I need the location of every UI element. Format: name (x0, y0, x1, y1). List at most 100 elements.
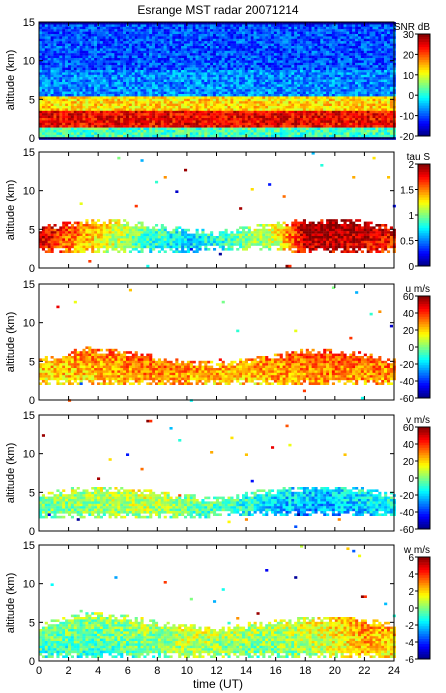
field-cell (163, 96, 167, 99)
field-cell (146, 26, 150, 30)
field-cell (41, 127, 45, 131)
field-cell (97, 48, 101, 51)
field-cell (155, 26, 159, 30)
field-cell (65, 132, 69, 135)
field-cell (73, 120, 77, 123)
field-cell (273, 130, 277, 133)
field-cell (155, 62, 159, 66)
field-cell (244, 29, 248, 32)
field-cell (326, 74, 330, 78)
field-cell (326, 94, 330, 97)
field-cell (152, 82, 156, 85)
field-cell (117, 67, 121, 71)
field-cell (210, 101, 214, 104)
field-cell (326, 72, 330, 75)
field-cell (85, 115, 89, 119)
field-cell (276, 122, 280, 126)
field-cell (126, 74, 130, 78)
field-cell (105, 74, 109, 78)
field-cell (88, 86, 92, 90)
field-cell (221, 86, 225, 90)
field-cell (329, 48, 333, 51)
field-cell (128, 65, 132, 68)
field-cell (305, 74, 309, 78)
field-cell (134, 82, 138, 85)
field-cell (253, 122, 257, 126)
field-cell (88, 84, 92, 87)
field-cell (192, 120, 196, 123)
field-cell (297, 125, 301, 128)
field-cell (181, 96, 185, 99)
field-cell (195, 62, 199, 66)
field-cell (152, 127, 156, 131)
field-cell (114, 74, 118, 78)
field-cell (111, 60, 115, 63)
field-cell (305, 86, 309, 90)
field-cell (329, 89, 333, 92)
field-cell (157, 74, 161, 78)
field-cell (166, 48, 170, 51)
field-cell (111, 103, 115, 107)
field-cell (73, 108, 77, 111)
field-cell (221, 82, 225, 85)
field-cell (320, 106, 324, 109)
field-cell (230, 60, 234, 63)
field-cell (233, 130, 237, 133)
field-cell (131, 77, 135, 80)
field-cell (323, 26, 327, 30)
field-cell (314, 94, 318, 97)
field-cell (239, 96, 243, 99)
field-cell (70, 115, 74, 119)
field-cell (224, 91, 228, 95)
field-cell (271, 43, 275, 47)
field-cell (273, 31, 277, 35)
field-cell (213, 58, 217, 61)
field-cell (79, 70, 83, 73)
field-cell (88, 103, 92, 107)
field-cell (172, 62, 176, 66)
field-cell (210, 122, 214, 126)
field-cell (221, 77, 225, 80)
field-cell (56, 84, 60, 87)
field-cell (155, 50, 159, 54)
field-cell (50, 115, 54, 119)
field-cell (189, 134, 193, 138)
field-cell (317, 79, 321, 83)
field-cell (160, 24, 164, 27)
field-cell (186, 43, 190, 47)
field-cell (276, 113, 280, 116)
field-cell (68, 98, 72, 102)
field-cell (65, 122, 69, 126)
field-cell (99, 134, 103, 138)
field-cell (242, 41, 246, 44)
field-cell (117, 82, 121, 85)
field-cell (181, 34, 185, 37)
field-cell (213, 29, 217, 32)
field-cell (131, 65, 135, 68)
field-cell (265, 110, 269, 114)
field-cell (207, 48, 211, 51)
field-cell (224, 60, 228, 63)
field-cell (300, 34, 304, 37)
field-cell (186, 98, 190, 102)
field-cell (207, 113, 211, 116)
field-cell (155, 36, 159, 39)
field-cell (44, 130, 48, 133)
field-cell (189, 108, 193, 111)
field-cell (213, 84, 217, 87)
field-cell (279, 38, 283, 42)
field-cell (189, 26, 193, 30)
field-cell (279, 55, 283, 59)
field-cell (230, 43, 234, 47)
field-cell (210, 62, 214, 66)
field-cell (143, 74, 147, 78)
field-cell (271, 122, 275, 126)
field-cell (189, 48, 193, 51)
field-cell (320, 50, 324, 54)
field-cell (123, 36, 127, 39)
field-cell (65, 60, 69, 63)
field-cell (224, 127, 228, 131)
field-cell (99, 106, 103, 109)
field-cell (120, 118, 124, 121)
field-cell (247, 53, 251, 56)
